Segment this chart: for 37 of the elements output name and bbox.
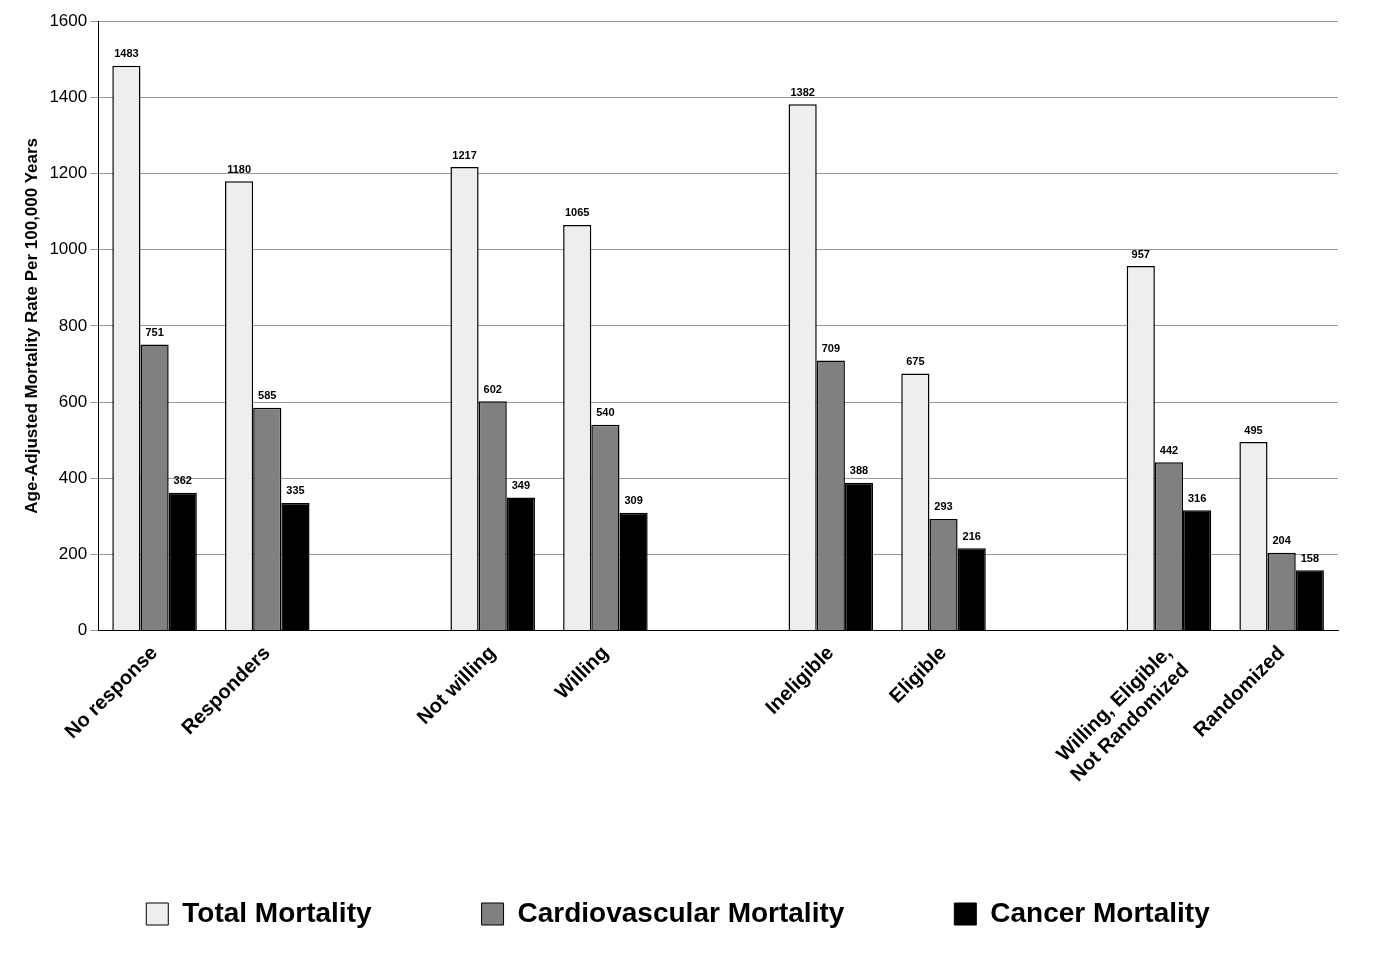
data-label: 957 — [1131, 247, 1150, 260]
y-axis-title: Age-Adjusted Mortality Rate Per 100,000 Years — [21, 137, 41, 514]
data-label: 293 — [934, 500, 953, 513]
data-label: 751 — [145, 326, 164, 339]
data-label: 442 — [1159, 443, 1179, 456]
y-tick-label: 1600 — [49, 10, 88, 30]
data-label: 495 — [1244, 423, 1263, 436]
data-label: 335 — [286, 484, 305, 497]
data-label: 158 — [1300, 551, 1319, 564]
data-label: 675 — [906, 354, 925, 367]
y-tick-label: 1200 — [49, 163, 88, 183]
data-label: 1483 — [114, 47, 139, 60]
data-label: 1382 — [790, 85, 815, 98]
legend-label: Total Mortality — [182, 896, 372, 928]
legend-label: Cancer Mortality — [990, 896, 1211, 928]
data-label: 362 — [173, 474, 192, 487]
data-label: 602 — [483, 382, 502, 395]
data-label: 585 — [258, 389, 277, 402]
data-label: 349 — [511, 479, 531, 492]
data-label: 204 — [1272, 534, 1292, 547]
data-label: 388 — [849, 464, 869, 477]
y-tick-label: 0 — [77, 620, 88, 640]
y-tick-label: 600 — [58, 391, 88, 411]
y-tick-label: 800 — [58, 315, 88, 335]
y-tick-label: 400 — [58, 467, 88, 487]
data-label: 1065 — [564, 206, 590, 219]
data-label: 309 — [624, 494, 643, 507]
y-tick-label: 1000 — [49, 239, 88, 259]
data-label: 216 — [962, 529, 981, 542]
legend-label: Cardiovascular Mortality — [517, 896, 845, 928]
data-label: 1217 — [452, 148, 477, 161]
data-label: 709 — [821, 342, 840, 355]
data-label: 1180 — [227, 162, 252, 175]
y-tick-label: 200 — [58, 544, 88, 564]
y-tick-label: 1400 — [49, 87, 88, 107]
data-label: 316 — [1187, 491, 1207, 504]
data-label: 540 — [596, 406, 615, 419]
